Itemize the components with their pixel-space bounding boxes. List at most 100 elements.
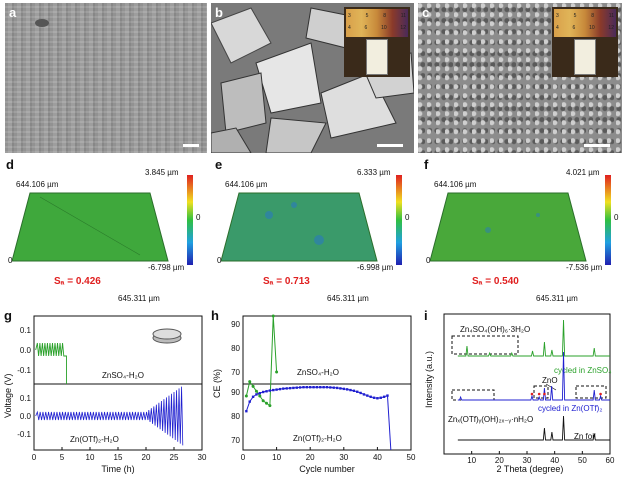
x-tick-label: 40	[373, 453, 382, 462]
y-tick-label: 0.0	[20, 346, 32, 355]
x-axis-label: 2 Theta (degree)	[497, 464, 564, 474]
scale-bar	[183, 144, 199, 147]
data-point-zn-otf	[386, 394, 389, 397]
dashed-box-high-angle	[575, 385, 607, 399]
x-tick-label: 10	[467, 456, 476, 465]
data-point-zn-otf	[349, 388, 352, 392]
zno-arrow	[545, 383, 557, 391]
x-tick-label: 25	[170, 453, 179, 462]
colorbar-zero: 0	[405, 213, 410, 222]
dashed-box-zno	[533, 385, 549, 399]
panel-e: e 644.106 µm 0 645.311 µm 6.333 µm 0 -6.…	[209, 155, 418, 305]
ph-label: 3	[556, 13, 559, 19]
vial	[574, 39, 596, 75]
y-tick-label: 70	[231, 436, 240, 445]
data-point-znso4	[251, 384, 255, 388]
colorbar-zero: 0	[196, 213, 201, 222]
panel-label-a: a	[9, 5, 17, 20]
ph-label: 10	[381, 25, 387, 31]
ph-row2: 4 6 10 12	[348, 25, 406, 31]
data-point-zn-otf	[319, 386, 322, 389]
peak-marker	[543, 392, 546, 396]
data-point-znso4	[244, 394, 248, 398]
afm-surface	[220, 175, 402, 265]
y-tick-label: 80	[231, 412, 240, 421]
chart-g: Voltage (V) Time (h) ZnSO₄-H₂O Zn(OTf)₂-…	[3, 315, 207, 474]
data-point-zn-otf	[335, 386, 339, 390]
annotation-zn-otf-hydroxide: Znₓ(OTf)ᵧ(OH)₂ₓ₋ᵧ·nH₂O	[448, 415, 533, 424]
data-point-zn-otf	[382, 395, 386, 398]
afm-x-extent: 645.311 µm	[118, 294, 160, 303]
dashed-box-otf	[451, 389, 495, 401]
data-point-zn-otf	[362, 393, 366, 396]
x-tick-label: 40	[550, 456, 559, 465]
afm-x-extent: 645.311 µm	[536, 294, 578, 303]
x-tick-label: 10	[86, 453, 95, 462]
panel-label-i: i	[424, 308, 428, 323]
sa-roughness: Sₐ = 0.540	[472, 276, 519, 287]
colorbar-max: 4.021 µm	[566, 168, 600, 177]
peak-marker	[599, 392, 602, 396]
series-label-znso4: ZnSO₄-H₂O	[102, 371, 144, 380]
ph-row2: 4 6 10 12	[556, 25, 614, 31]
afm-origin: 0	[8, 256, 13, 265]
data-point-zn-otf	[251, 395, 255, 398]
y-tick-label: 0.0	[20, 412, 32, 421]
panel-label-b: b	[215, 5, 223, 20]
data-point-zn-otf	[309, 386, 312, 389]
peak-marker	[537, 392, 541, 396]
y-tick-label: -0.1	[17, 366, 31, 375]
x-tick-label: 20	[142, 453, 151, 462]
data-point-zn-otf	[325, 386, 329, 389]
x-tick-label: 5	[60, 453, 65, 462]
ph-label: 3	[348, 13, 351, 19]
data-point-znso4	[248, 380, 252, 384]
y-axis-label: Intensity (a.u.)	[424, 351, 434, 408]
data-point-zn-otf	[352, 389, 356, 392]
data-point-zn-otf	[288, 386, 292, 390]
panel-label-d: d	[6, 157, 14, 172]
colorbar-min: -6.998 µm	[357, 263, 394, 272]
data-point-zn-otf	[275, 388, 278, 391]
data-point-zn-otf	[278, 387, 282, 391]
series-label-zn-otf: Zn(OTf)₂-H₂O	[70, 435, 119, 444]
scale-bar	[584, 144, 610, 147]
sem-texture	[5, 3, 207, 153]
y-tick-label: 80	[231, 344, 240, 353]
x-tick-label: 60	[606, 456, 615, 465]
x-tick-label: 0	[241, 453, 246, 462]
x-axis-label: Time (h)	[101, 464, 134, 474]
annotation-cycled-zn-otf: cycled in Zn(OTf)₂	[538, 404, 602, 413]
afm-origin: 0	[426, 256, 431, 265]
sem-image-c	[418, 3, 622, 153]
sa-roughness: Sₐ = 0.713	[263, 276, 310, 287]
ph-label: 11	[400, 13, 406, 19]
data-point-zn-otf	[268, 389, 272, 392]
data-point-zn-otf	[329, 386, 332, 389]
sem-dark-spot	[35, 19, 49, 27]
ph-label: 8	[591, 13, 594, 19]
data-point-zn-otf	[298, 386, 302, 389]
ph-label: 4	[348, 25, 351, 31]
y-tick-label: 90	[231, 388, 240, 397]
afm-origin: 0	[217, 256, 222, 265]
panel-label-e: e	[215, 157, 223, 172]
data-point-zn-otf	[322, 386, 325, 389]
data-point-znso4	[261, 399, 265, 403]
data-point-zn-otf	[345, 388, 349, 391]
ph-label: 10	[589, 25, 595, 31]
data-point-zn-otf	[272, 388, 275, 392]
y-axis-label: CE (%)	[212, 369, 222, 398]
data-point-zn-otf	[315, 386, 319, 389]
scale-bar	[377, 144, 403, 147]
series-label-zn-otf: Zn(OTf)₂-H₂O	[293, 434, 342, 443]
data-point-zn-otf	[285, 387, 288, 390]
chart-i: Intensity (a.u.) 2 Theta (degree) Zn₄SO₄…	[424, 313, 615, 474]
sem-image-a	[5, 3, 207, 153]
sa-roughness: Sₐ = 0.426	[54, 276, 101, 287]
ph-label: 12	[608, 25, 614, 31]
panel-d: d 644.106 µm 0 645.311 µm 3.845 µm 0 -6.…	[0, 155, 209, 305]
vial	[366, 39, 388, 75]
data-point-zn-otf	[248, 400, 251, 403]
ph-row1: 3 5 8 11	[556, 13, 614, 19]
